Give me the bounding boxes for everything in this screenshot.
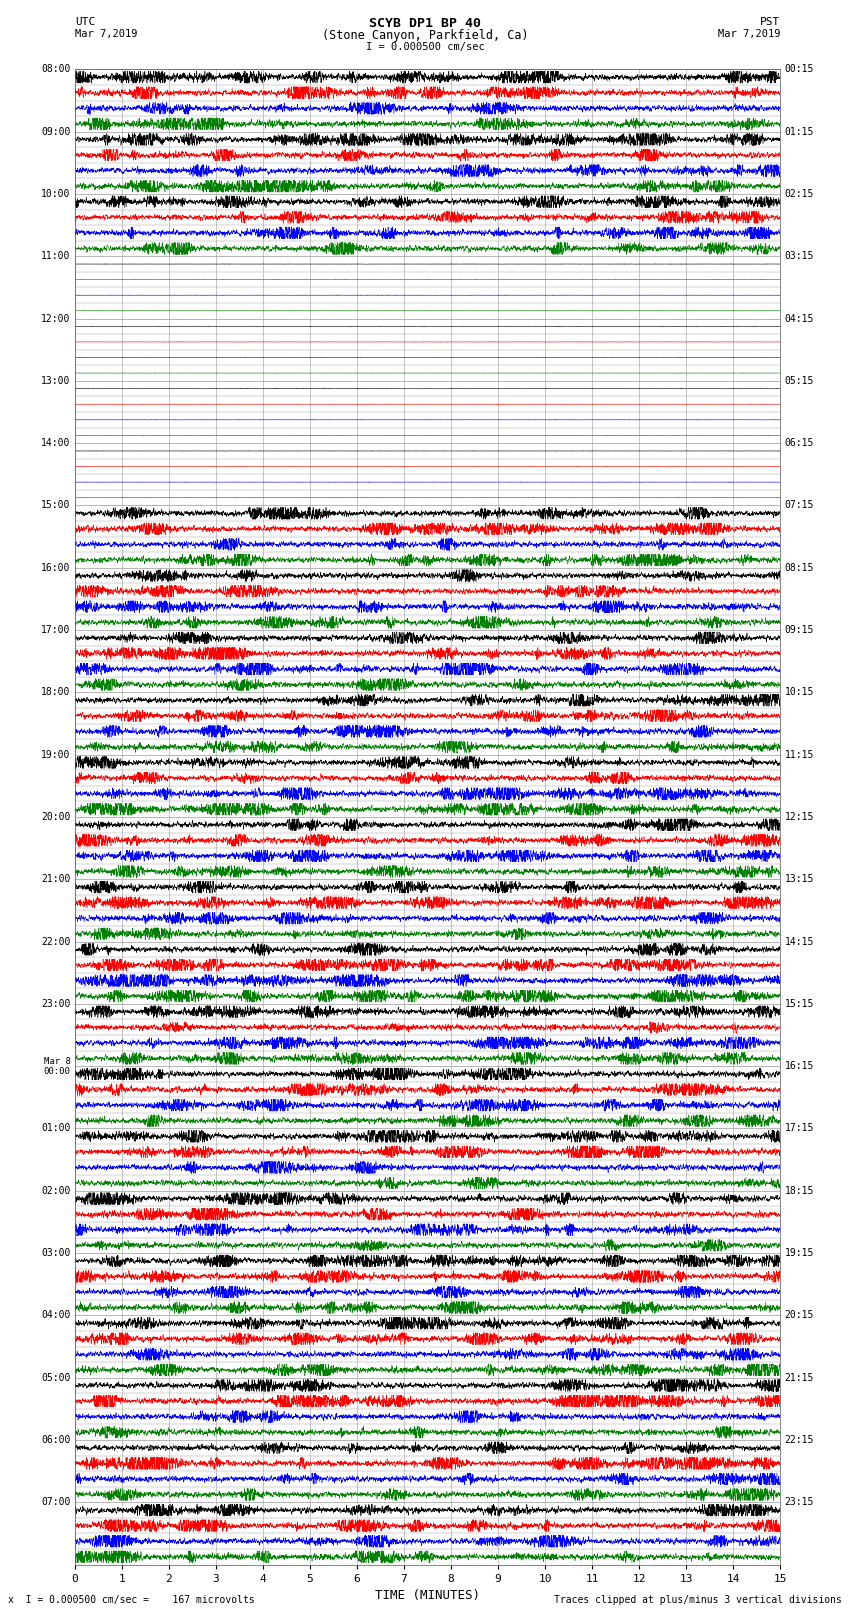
Text: 13:00: 13:00 [41, 376, 71, 386]
Text: 17:00: 17:00 [41, 626, 71, 636]
Text: 20:00: 20:00 [41, 811, 71, 823]
Text: UTC: UTC [75, 18, 95, 27]
Text: 04:00: 04:00 [41, 1310, 71, 1321]
Text: 06:00: 06:00 [41, 1436, 71, 1445]
Text: 12:15: 12:15 [785, 811, 814, 823]
Text: 02:15: 02:15 [785, 189, 814, 198]
Text: 16:00: 16:00 [41, 563, 71, 573]
Text: 17:15: 17:15 [785, 1124, 814, 1134]
Text: 07:00: 07:00 [41, 1497, 71, 1507]
Text: 09:00: 09:00 [41, 127, 71, 137]
Text: 14:15: 14:15 [785, 937, 814, 947]
Text: Mar 7,2019: Mar 7,2019 [717, 29, 780, 39]
Text: 19:00: 19:00 [41, 750, 71, 760]
Text: 13:15: 13:15 [785, 874, 814, 884]
Text: 12:00: 12:00 [41, 313, 71, 324]
Text: I = 0.000500 cm/sec: I = 0.000500 cm/sec [366, 42, 484, 52]
Text: 00:15: 00:15 [785, 65, 814, 74]
Text: SCYB DP1 BP 40: SCYB DP1 BP 40 [369, 16, 481, 31]
Text: Mar 8
00:00: Mar 8 00:00 [43, 1057, 71, 1076]
Text: 14:00: 14:00 [41, 439, 71, 448]
Text: 05:00: 05:00 [41, 1373, 71, 1382]
Text: 01:00: 01:00 [41, 1124, 71, 1134]
Text: 15:00: 15:00 [41, 500, 71, 510]
Text: 10:15: 10:15 [785, 687, 814, 697]
Text: 11:15: 11:15 [785, 750, 814, 760]
Text: x  I = 0.000500 cm/sec =    167 microvolts: x I = 0.000500 cm/sec = 167 microvolts [8, 1595, 255, 1605]
Text: 16:15: 16:15 [785, 1061, 814, 1071]
Text: 01:15: 01:15 [785, 127, 814, 137]
Text: 07:15: 07:15 [785, 500, 814, 510]
Text: 05:15: 05:15 [785, 376, 814, 386]
X-axis label: TIME (MINUTES): TIME (MINUTES) [375, 1589, 480, 1602]
Text: 08:15: 08:15 [785, 563, 814, 573]
Text: (Stone Canyon, Parkfield, Ca): (Stone Canyon, Parkfield, Ca) [321, 29, 529, 42]
Text: 18:15: 18:15 [785, 1186, 814, 1195]
Text: 19:15: 19:15 [785, 1248, 814, 1258]
Text: Mar 7,2019: Mar 7,2019 [75, 29, 138, 39]
Text: 11:00: 11:00 [41, 252, 71, 261]
Text: 23:15: 23:15 [785, 1497, 814, 1507]
Text: 03:15: 03:15 [785, 252, 814, 261]
Text: 21:15: 21:15 [785, 1373, 814, 1382]
Text: 15:15: 15:15 [785, 998, 814, 1008]
Text: 02:00: 02:00 [41, 1186, 71, 1195]
Text: 06:15: 06:15 [785, 439, 814, 448]
Text: 22:15: 22:15 [785, 1436, 814, 1445]
Text: 10:00: 10:00 [41, 189, 71, 198]
Text: 18:00: 18:00 [41, 687, 71, 697]
Text: 23:00: 23:00 [41, 998, 71, 1008]
Text: PST: PST [760, 18, 780, 27]
Text: 03:00: 03:00 [41, 1248, 71, 1258]
Text: 09:15: 09:15 [785, 626, 814, 636]
Text: Traces clipped at plus/minus 3 vertical divisions: Traces clipped at plus/minus 3 vertical … [553, 1595, 842, 1605]
Text: 21:00: 21:00 [41, 874, 71, 884]
Text: 22:00: 22:00 [41, 937, 71, 947]
Text: 08:00: 08:00 [41, 65, 71, 74]
Text: 20:15: 20:15 [785, 1310, 814, 1321]
Text: 04:15: 04:15 [785, 313, 814, 324]
